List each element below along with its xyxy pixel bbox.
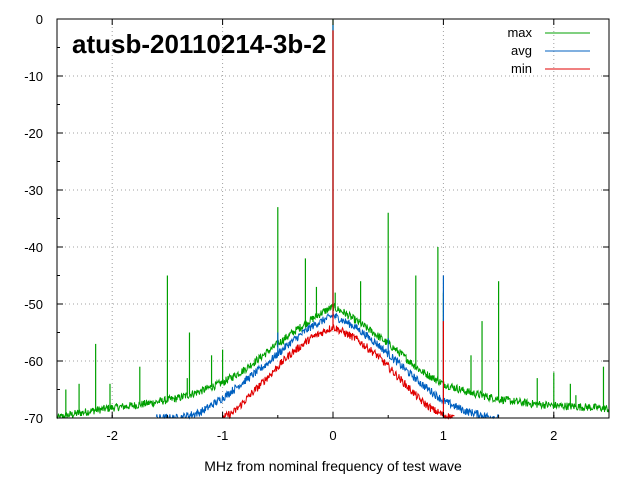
y-tick-label: -70 <box>24 411 43 426</box>
x-tick-label: 2 <box>550 428 557 443</box>
x-tick-label: -2 <box>106 428 118 443</box>
axis-ticks <box>56 18 610 419</box>
y-tick-label: -40 <box>24 240 43 255</box>
series-line-avg <box>155 312 499 420</box>
y-tick-label: -50 <box>24 297 43 312</box>
legend-label-avg: avg <box>511 43 532 58</box>
x-tick-label: -1 <box>217 428 229 443</box>
axis-tick-labels: -2 -1 0 1 20-10-20-30-40-50-60-70 <box>24 12 557 443</box>
x-tick-label: 0 <box>329 428 336 443</box>
legend-label-max: max <box>507 25 532 40</box>
y-tick-label: -60 <box>24 354 43 369</box>
legend: max avg min <box>507 25 590 76</box>
y-tick-label: -20 <box>24 126 43 141</box>
y-tick-label: -30 <box>24 183 43 198</box>
series-group <box>56 19 610 420</box>
series-line-min <box>222 324 455 420</box>
legend-label-min: min <box>511 61 532 76</box>
x-axis-label: MHz from nominal frequency of test wave <box>204 458 462 474</box>
chart-title: atusb-20110214-3b-2 <box>72 29 326 59</box>
y-tick-label: 0 <box>36 12 43 27</box>
x-tick-label: 1 <box>440 428 447 443</box>
y-tick-label: -10 <box>24 69 43 84</box>
